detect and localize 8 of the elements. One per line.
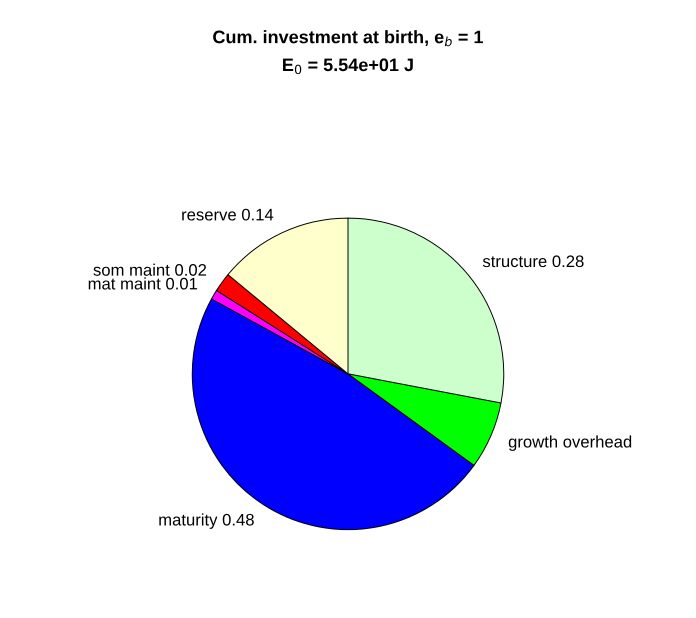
slice-label: growth overhead	[508, 435, 632, 451]
slice-label: som maint 0.02	[93, 264, 206, 276]
slice-label: reserve 0.14	[182, 208, 274, 221]
slice-label: maturity 0.48	[159, 513, 254, 529]
slice-label: structure 0.28	[482, 255, 584, 268]
chart-title: Cum. investment at birth, e$_{b}$ = 1	[213, 30, 483, 46]
slice-label: mat maint 0.01	[88, 277, 198, 290]
chart-subtitle: E$_{0}$ = 5.54e+01 J	[283, 58, 413, 74]
